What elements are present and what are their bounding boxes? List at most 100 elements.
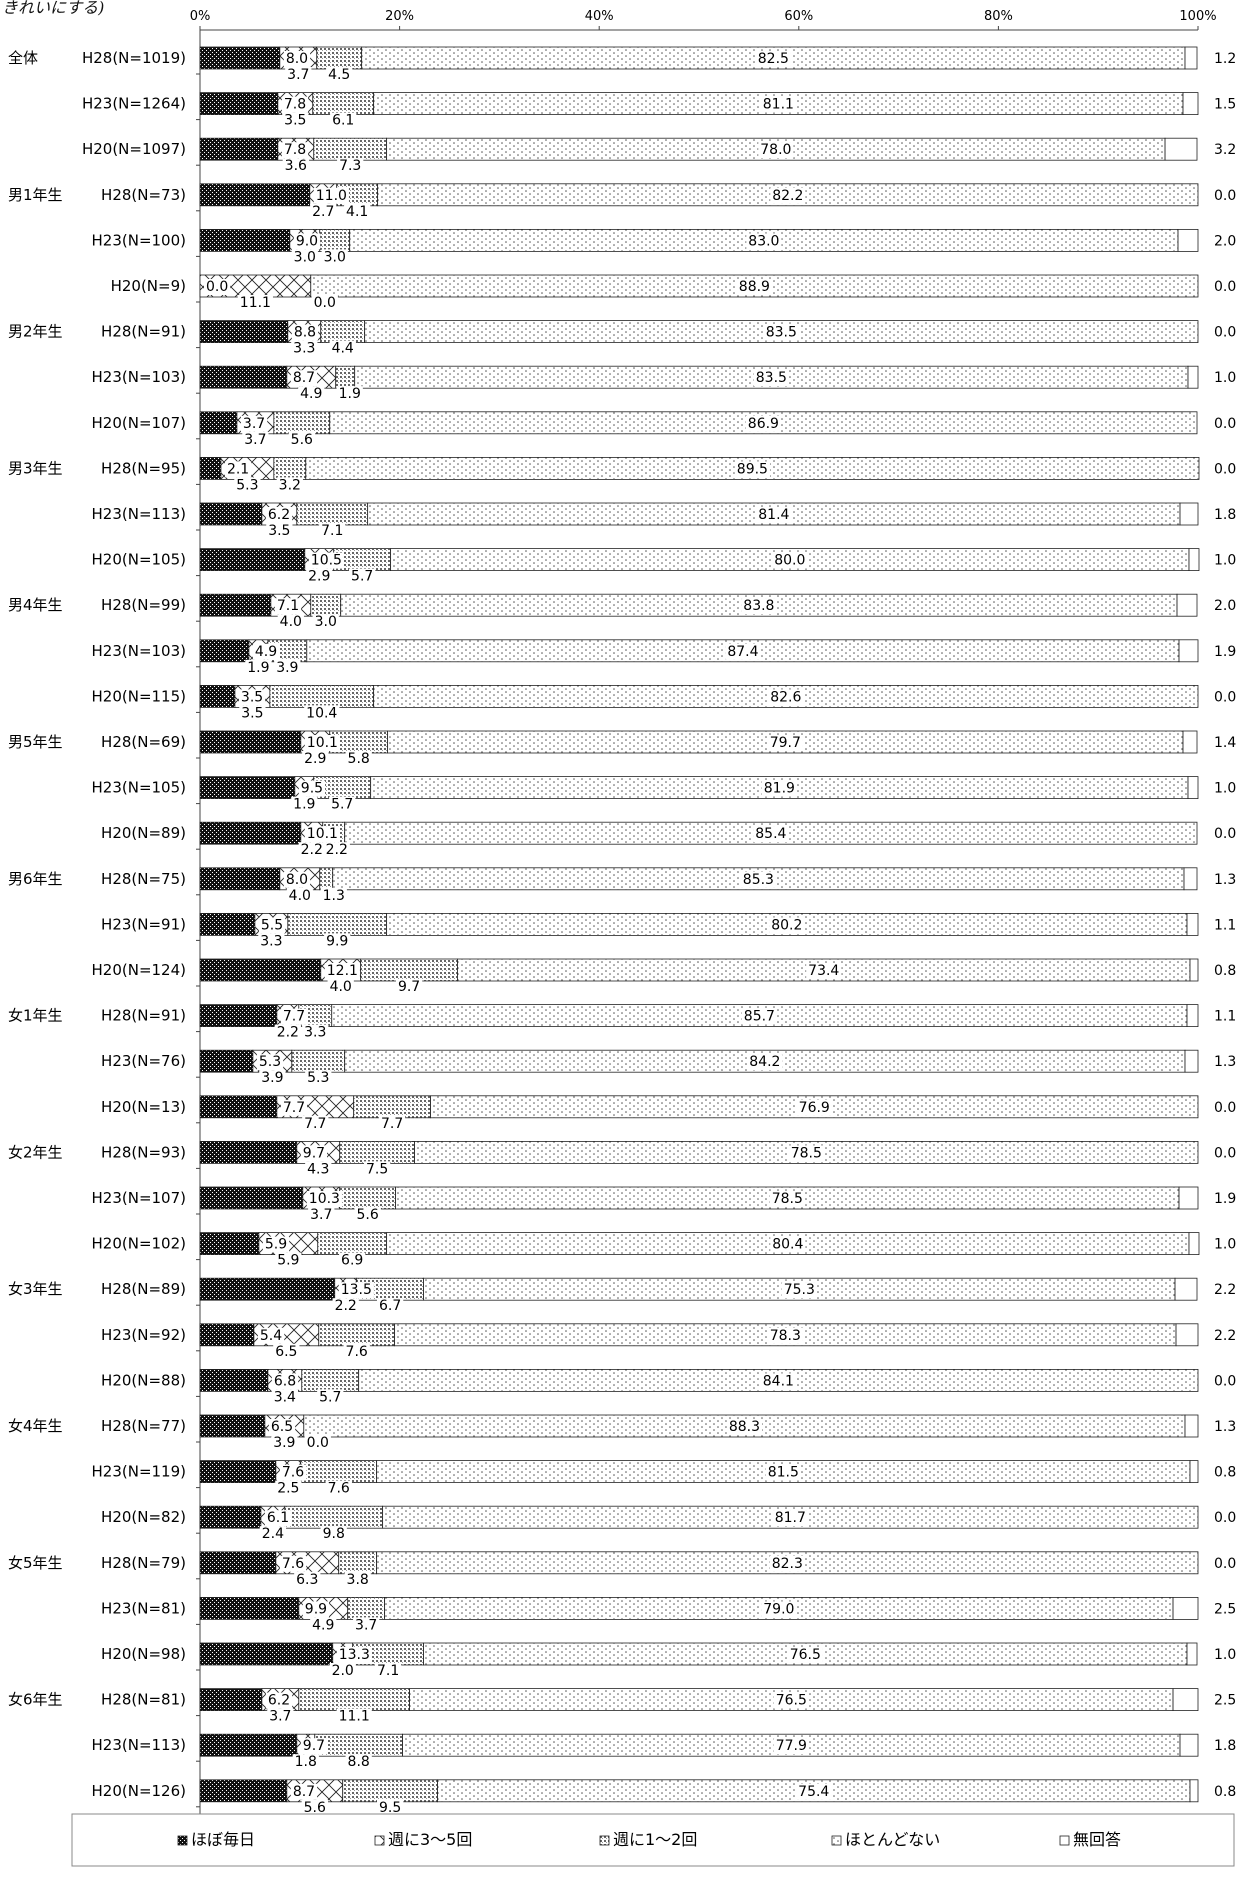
value-label-bg bbox=[267, 1708, 294, 1725]
value-label: 4.9 bbox=[312, 1617, 334, 1633]
value-label-bg bbox=[317, 1389, 344, 1406]
row-label: H23(N=107) bbox=[92, 1189, 187, 1207]
value-label-bg bbox=[312, 614, 339, 631]
legend-box bbox=[71, 1813, 1235, 1867]
legend-swatch bbox=[177, 1835, 188, 1846]
value-label-bg bbox=[264, 1510, 292, 1527]
row-label: H20(N=82) bbox=[101, 1508, 186, 1526]
value-label-bg bbox=[1212, 1555, 1239, 1572]
bar-segment-0 bbox=[199, 1004, 278, 1027]
value-label: 89.5 bbox=[737, 461, 768, 477]
value-label-bg bbox=[1212, 871, 1239, 888]
value-label: 4.5 bbox=[328, 67, 350, 83]
value-label-bg bbox=[767, 735, 803, 751]
value-label-bg bbox=[1212, 96, 1239, 113]
value-label-bg bbox=[291, 340, 318, 357]
value-label-bg bbox=[285, 67, 312, 83]
row-label: H28(N=91) bbox=[101, 323, 186, 341]
value-label: 2.2 bbox=[335, 1298, 357, 1314]
bar-segment-0 bbox=[199, 411, 238, 435]
value-label-bg bbox=[300, 1738, 328, 1755]
value-label-bg bbox=[304, 1435, 331, 1451]
value-label-bg bbox=[319, 523, 346, 539]
value-label-bg bbox=[321, 249, 348, 266]
legend-entry: ほとんどない bbox=[845, 1830, 940, 1849]
value-label: 6.1 bbox=[332, 113, 354, 129]
value-label-bg bbox=[274, 659, 301, 676]
value-label: 3.9 bbox=[276, 660, 298, 676]
bar-row: 男3年生 H28(N=95) 2.15.3 3.2 89.5 0.0 bbox=[8, 456, 1239, 494]
x-tick-label: 0% bbox=[190, 9, 211, 24]
bar-row: H23(N=119) 7.62.5 7.681.5 0.8 bbox=[92, 1460, 1239, 1497]
value-label-bg bbox=[1212, 1738, 1239, 1755]
value-label: 9.7 bbox=[303, 1145, 325, 1161]
value-label-bg bbox=[736, 279, 772, 295]
value-label-bg bbox=[311, 295, 338, 311]
bar-segment-0 bbox=[199, 502, 263, 526]
bar-row: H20(N=13) 7.77.7 7.776.9 0.0 bbox=[101, 1095, 1239, 1132]
bar-segment-2 bbox=[317, 1232, 388, 1255]
value-label-bg bbox=[305, 1161, 332, 1178]
legend-swatch bbox=[599, 1835, 610, 1846]
value-label: 11.0 bbox=[316, 188, 347, 204]
value-label-bg bbox=[1212, 917, 1239, 934]
value-label: 3.7 bbox=[355, 1617, 377, 1633]
group-label: 女2年生 bbox=[8, 1143, 63, 1161]
value-label-bg bbox=[286, 887, 313, 904]
value-label: 78.5 bbox=[772, 1191, 803, 1207]
bar-segment-0 bbox=[199, 867, 281, 891]
group-label: 全体 bbox=[8, 49, 38, 67]
value-label-bg bbox=[345, 1754, 372, 1771]
value-label-bg bbox=[773, 1692, 809, 1709]
value-label-bg bbox=[1212, 324, 1239, 341]
value-label: 0.0 bbox=[1214, 325, 1236, 341]
bar-segment-4 bbox=[1164, 137, 1198, 161]
bar-segment-4 bbox=[1179, 1733, 1199, 1757]
bar-segment-4 bbox=[1187, 776, 1199, 799]
value-label-bg bbox=[234, 477, 261, 494]
value-label: 6.8 bbox=[274, 1373, 296, 1389]
value-label-bg bbox=[306, 1191, 342, 1207]
value-label: 9.7 bbox=[303, 1738, 325, 1754]
row-label: H23(N=76) bbox=[101, 1052, 186, 1070]
bar-segment-2 bbox=[316, 46, 363, 70]
group-label: 女5年生 bbox=[8, 1554, 63, 1572]
value-label-bg bbox=[1212, 415, 1239, 432]
bar-segment-2 bbox=[318, 1323, 396, 1347]
value-label: 80.0 bbox=[774, 553, 805, 569]
group-label: 女4年生 bbox=[8, 1417, 63, 1435]
value-label-bg bbox=[1212, 279, 1239, 295]
row-label: H28(N=69) bbox=[101, 733, 186, 751]
value-label: 5.3 bbox=[259, 1054, 281, 1070]
value-label: 1.2 bbox=[1214, 51, 1236, 67]
bar-row: H20(N=105) 10.52.9 5.7 80.0 1.0 bbox=[92, 548, 1239, 585]
value-label-bg bbox=[279, 1555, 307, 1572]
value-label: 81.1 bbox=[763, 97, 794, 113]
value-label-bg bbox=[239, 705, 266, 722]
bar-row: H23(N=107) 10.33.7 5.6 78.5 1.9 bbox=[92, 1186, 1239, 1223]
value-label: 81.7 bbox=[775, 1510, 806, 1526]
value-label-bg bbox=[1212, 370, 1239, 387]
bar-segment-0 bbox=[199, 228, 291, 252]
value-label: 1.0 bbox=[1214, 781, 1236, 797]
value-label-bg bbox=[304, 826, 340, 843]
x-tick-label: 20% bbox=[385, 9, 414, 24]
value-label-bg bbox=[806, 963, 842, 979]
bar-row: 男2年生 H28(N=91) 8.83.3 4.4 83.5 0.0 bbox=[8, 320, 1239, 357]
value-label-bg bbox=[271, 1435, 298, 1451]
bar-row: 女3年生 H28(N=89) 13.52.2 6.775.3 2.2 bbox=[8, 1277, 1239, 1315]
value-label-bg bbox=[1212, 826, 1239, 843]
bar-row: 女6年生 H28(N=81) 6.23.7 11.1 76.5 2.5 bbox=[8, 1688, 1239, 1725]
value-label-bg bbox=[1212, 1510, 1239, 1527]
bar-row: H20(N=126) 8.75.6 9.5 75.4 0.8 bbox=[92, 1779, 1239, 1816]
value-label-bg bbox=[725, 643, 761, 660]
value-label: 86.9 bbox=[748, 416, 779, 432]
bar-segment-0 bbox=[199, 137, 279, 161]
value-label-bg bbox=[336, 1647, 372, 1663]
value-label: 0.0 bbox=[307, 1435, 329, 1451]
bar-segment-2 bbox=[347, 1597, 386, 1620]
value-label-bg bbox=[290, 370, 318, 387]
value-label-bg bbox=[1212, 461, 1239, 478]
value-label-bg bbox=[1212, 1282, 1239, 1299]
row-label: H23(N=103) bbox=[92, 368, 187, 386]
